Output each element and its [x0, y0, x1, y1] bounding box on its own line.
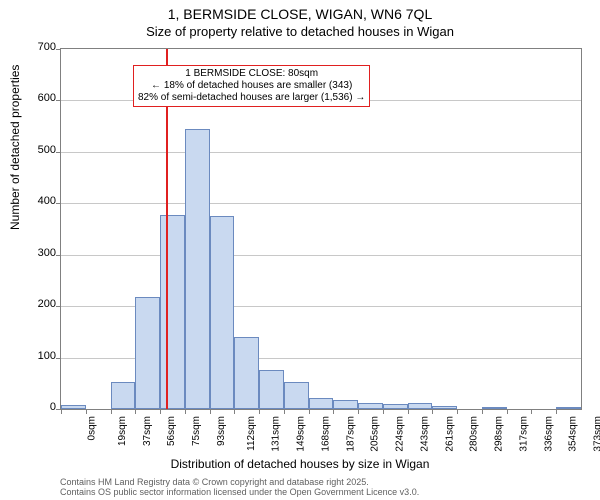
chart-subtitle: Size of property relative to detached ho…: [0, 24, 600, 39]
y-tick-label: 400: [16, 195, 56, 207]
x-tick-mark: [358, 409, 359, 414]
x-tick-label: 243sqm: [419, 416, 430, 452]
x-tick-mark: [284, 409, 285, 414]
y-tick-mark: [56, 203, 61, 204]
x-tick-mark: [160, 409, 161, 414]
y-tick-mark: [56, 100, 61, 101]
y-tick-label: 100: [16, 350, 56, 362]
histogram-bar: [61, 405, 86, 409]
x-tick-mark: [457, 409, 458, 414]
credits-line1: Contains HM Land Registry data © Crown c…: [60, 477, 419, 487]
y-tick-label: 200: [16, 298, 56, 310]
y-tick-mark: [56, 152, 61, 153]
x-tick-mark: [86, 409, 87, 414]
annotation-box: 1 BERMSIDE CLOSE: 80sqm← 18% of detached…: [133, 65, 370, 107]
x-tick-mark: [185, 409, 186, 414]
histogram-bar: [259, 370, 284, 409]
histogram-bar: [284, 382, 309, 409]
annotation-line: 82% of semi-detached houses are larger (…: [138, 92, 365, 104]
x-tick-mark: [259, 409, 260, 414]
gridline: [61, 255, 581, 256]
x-tick-mark: [383, 409, 384, 414]
plot-area: 1 BERMSIDE CLOSE: 80sqm← 18% of detached…: [60, 48, 582, 410]
x-tick-mark: [210, 409, 211, 414]
x-tick-label: 261sqm: [444, 416, 455, 452]
histogram-bar: [135, 297, 160, 409]
x-tick-label: 187sqm: [345, 416, 356, 452]
x-tick-mark: [135, 409, 136, 414]
histogram-bar: [160, 215, 185, 409]
y-tick-label: 300: [16, 247, 56, 259]
x-tick-label: 317sqm: [519, 416, 530, 452]
x-tick-label: 280sqm: [469, 416, 480, 452]
x-tick-mark: [111, 409, 112, 414]
histogram-bar: [408, 403, 433, 409]
x-tick-mark: [234, 409, 235, 414]
histogram-bar: [556, 407, 581, 409]
histogram-bar: [383, 404, 408, 409]
y-tick-label: 0: [16, 401, 56, 413]
y-tick-mark: [56, 255, 61, 256]
x-tick-label: 112sqm: [245, 416, 256, 451]
histogram-bar: [482, 407, 507, 409]
x-tick-label: 224sqm: [395, 416, 406, 452]
x-tick-label: 354sqm: [568, 416, 579, 452]
y-tick-mark: [56, 358, 61, 359]
x-tick-label: 93sqm: [216, 416, 227, 446]
y-tick-mark: [56, 49, 61, 50]
histogram-bar: [358, 403, 383, 409]
y-tick-label: 700: [16, 41, 56, 53]
gridline: [61, 152, 581, 153]
x-tick-mark: [309, 409, 310, 414]
x-tick-label: 56sqm: [166, 416, 177, 446]
histogram-bar: [309, 398, 334, 409]
x-tick-mark: [333, 409, 334, 414]
x-axis-title: Distribution of detached houses by size …: [0, 457, 600, 471]
x-tick-label: 75sqm: [191, 416, 202, 446]
histogram-bar: [432, 406, 457, 409]
x-tick-label: 149sqm: [296, 416, 307, 452]
annotation-line: 1 BERMSIDE CLOSE: 80sqm: [138, 68, 365, 80]
y-tick-label: 500: [16, 144, 56, 156]
x-tick-mark: [482, 409, 483, 414]
histogram-bar: [210, 216, 235, 409]
chart-title: 1, BERMSIDE CLOSE, WIGAN, WN6 7QL: [0, 6, 600, 22]
x-tick-mark: [432, 409, 433, 414]
x-tick-mark: [507, 409, 508, 414]
x-tick-label: 298sqm: [494, 416, 505, 452]
x-tick-label: 131sqm: [271, 416, 282, 452]
credits-line2: Contains OS public sector information li…: [60, 487, 419, 497]
x-tick-label: 0sqm: [86, 416, 97, 440]
histogram-bar: [333, 400, 358, 409]
y-tick-mark: [56, 306, 61, 307]
histogram-bar: [185, 129, 210, 409]
histogram-bar: [234, 337, 259, 409]
x-tick-label: 19sqm: [117, 416, 128, 446]
x-tick-mark: [556, 409, 557, 414]
x-tick-label: 373sqm: [593, 416, 600, 452]
gridline: [61, 203, 581, 204]
annotation-line: ← 18% of detached houses are smaller (34…: [138, 80, 365, 92]
chart-container: 1, BERMSIDE CLOSE, WIGAN, WN6 7QL Size o…: [0, 0, 600, 500]
x-tick-mark: [61, 409, 62, 414]
credits-text: Contains HM Land Registry data © Crown c…: [60, 477, 419, 497]
x-tick-label: 205sqm: [370, 416, 381, 452]
histogram-bar: [111, 382, 136, 409]
x-tick-mark: [531, 409, 532, 414]
x-tick-mark: [408, 409, 409, 414]
y-tick-label: 600: [16, 92, 56, 104]
x-tick-label: 168sqm: [320, 416, 331, 452]
x-tick-label: 336sqm: [543, 416, 554, 452]
x-tick-label: 37sqm: [142, 416, 153, 446]
